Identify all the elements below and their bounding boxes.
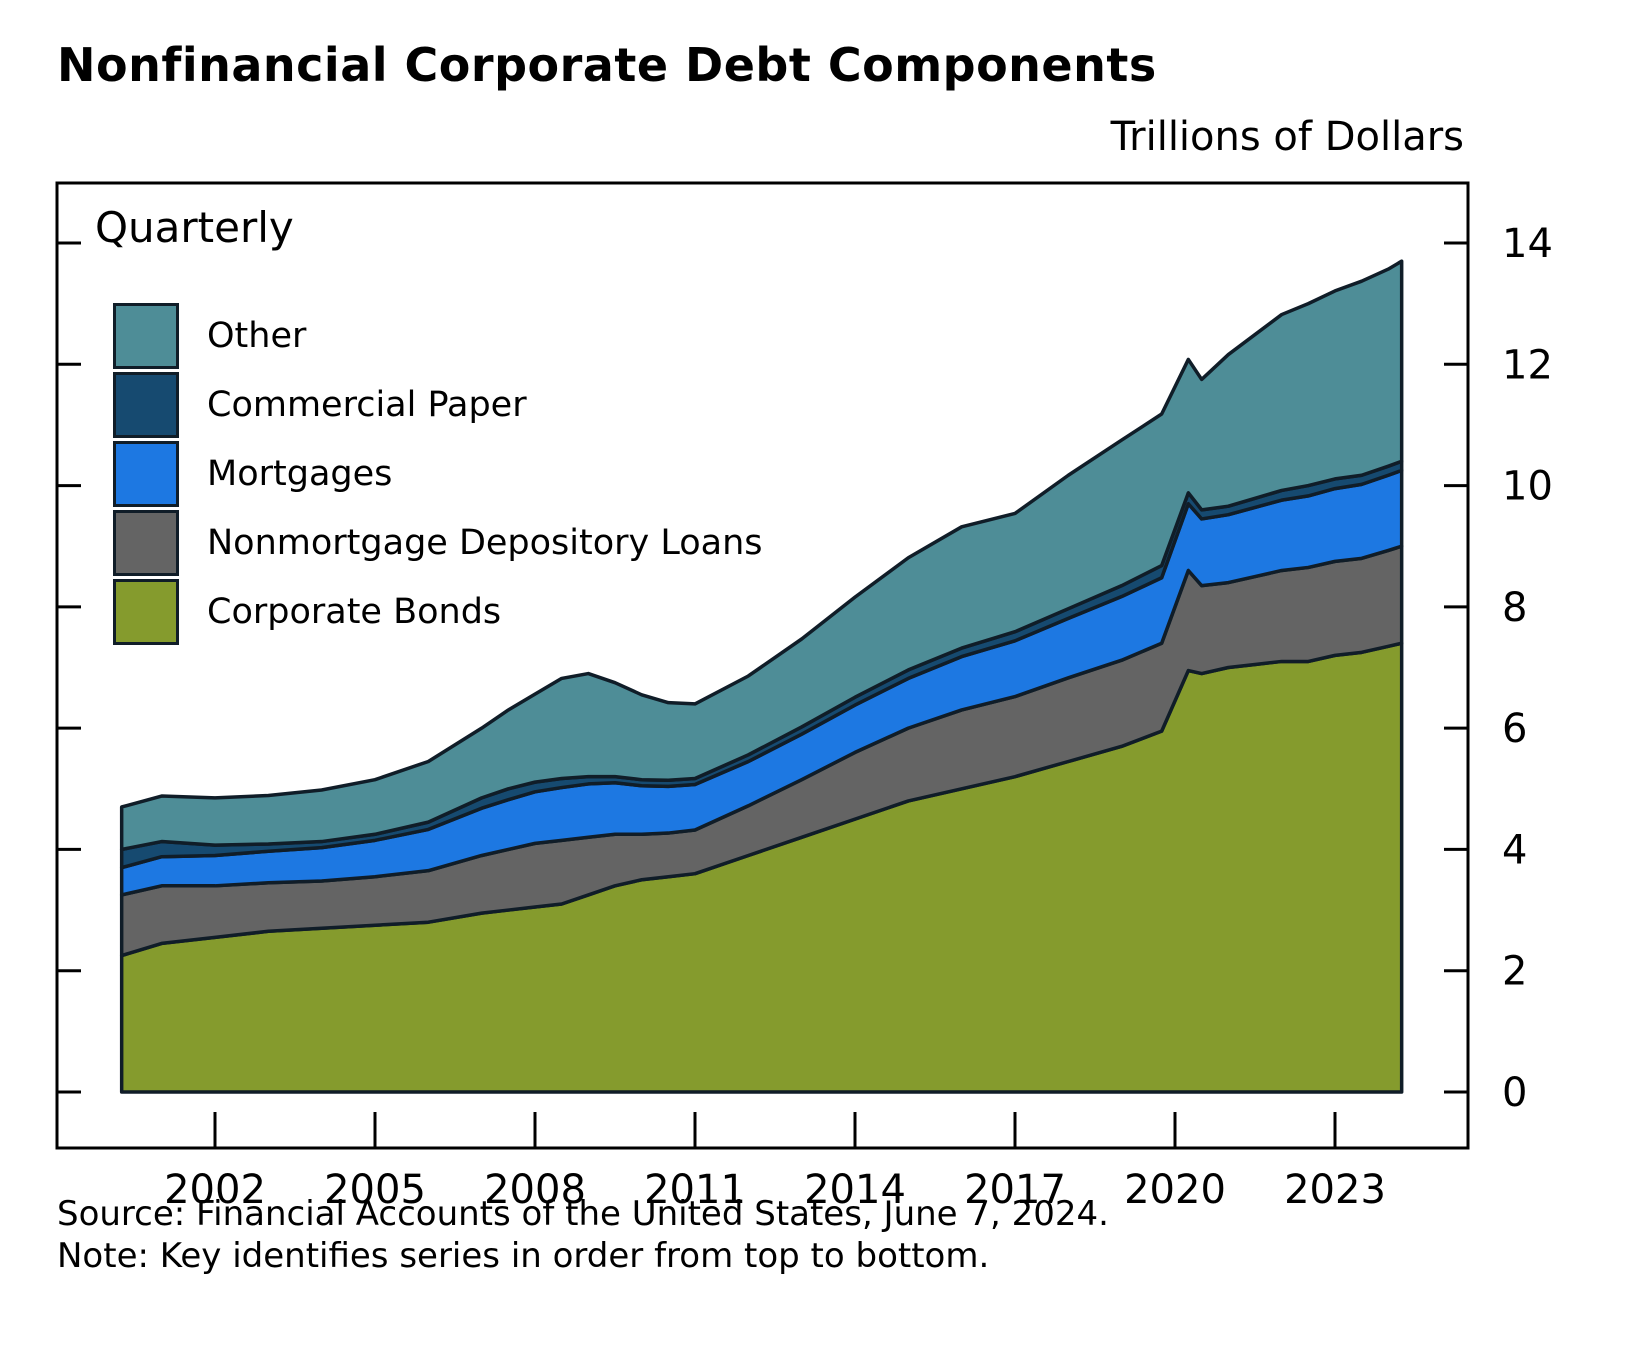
legend-label: Commercial Paper xyxy=(207,385,527,425)
legend-swatch-icon xyxy=(113,441,179,507)
x-axis-label: 2017 xyxy=(964,1167,1066,1213)
legend-swatch-icon xyxy=(113,510,179,576)
x-axis-label: 2011 xyxy=(644,1167,746,1213)
frequency-label: Quarterly xyxy=(95,203,294,252)
legend-item-other: Other xyxy=(113,303,763,369)
plot-frame xyxy=(55,181,1470,1150)
x-axis-label: 2002 xyxy=(164,1167,266,1213)
legend-label: Nonmortgage Depository Loans xyxy=(207,523,763,563)
legend-item-corporate-bonds: Corporate Bonds xyxy=(113,579,763,645)
area-other xyxy=(119,259,1404,852)
y-axis-label: 12 xyxy=(1502,342,1553,388)
note-text: Note: Key identifies series in order fro… xyxy=(57,1236,990,1276)
legend-item-commercial-paper: Commercial Paper xyxy=(113,372,763,438)
x-axis-label: 2005 xyxy=(324,1167,426,1213)
legend-label: Corporate Bonds xyxy=(207,592,502,632)
y-axis-label: 8 xyxy=(1502,585,1527,631)
y-axis-label: 0 xyxy=(1502,1070,1527,1116)
y-axis-label: 6 xyxy=(1502,706,1527,752)
x-axis-label: 2008 xyxy=(484,1167,586,1213)
legend-item-nonmortgage-depository-loans: Nonmortgage Depository Loans xyxy=(113,510,763,576)
legend-label: Mortgages xyxy=(207,454,393,494)
y-axis-label: 10 xyxy=(1502,464,1553,510)
y-axis-label: 14 xyxy=(1502,221,1553,267)
page-title: Nonfinancial Corporate Debt Components xyxy=(57,38,1157,92)
x-axis-label: 2020 xyxy=(1124,1167,1226,1213)
legend-swatch-icon xyxy=(113,303,179,369)
x-axis-label: 2023 xyxy=(1284,1167,1386,1213)
legend-swatch-icon xyxy=(113,579,179,645)
y-axis-label: 2 xyxy=(1502,949,1527,995)
legend-label: Other xyxy=(207,316,307,356)
y-axis-label: 4 xyxy=(1502,827,1527,873)
legend-item-mortgages: Mortgages xyxy=(113,441,763,507)
x-axis-label: 2014 xyxy=(804,1167,906,1213)
legend-swatch-icon xyxy=(113,372,179,438)
source-text: Source: Financial Accounts of the United… xyxy=(57,1194,1109,1234)
chart-legend: Other Commercial Paper Mortgages Nonmortgag… xyxy=(113,303,763,645)
unit-label: Trillions of Dollars xyxy=(1110,114,1464,160)
